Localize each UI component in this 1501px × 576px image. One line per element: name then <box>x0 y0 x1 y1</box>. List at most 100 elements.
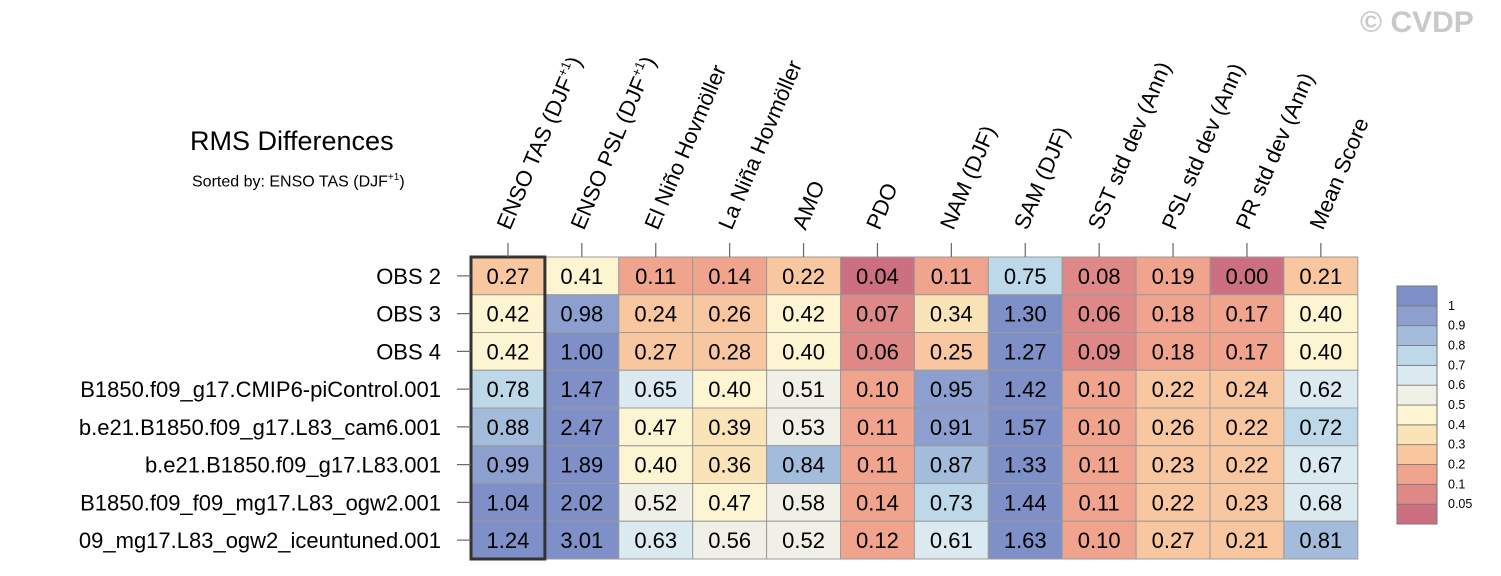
chart-title: RMS Differences <box>190 126 394 156</box>
cell-value-label: 0.18 <box>1152 302 1195 327</box>
cell-value-label: 0.63 <box>634 528 677 553</box>
row-label: OBS 4 <box>376 339 441 364</box>
heatmap-cell <box>544 483 620 522</box>
cell-value-label: 0.42 <box>487 339 530 364</box>
heatmap-cell <box>1283 520 1359 560</box>
cell-value-label: 0.42 <box>782 302 825 327</box>
cell-value-label: 0.81 <box>1299 528 1342 553</box>
heatmap-cell <box>1209 407 1285 447</box>
heatmap-cell <box>766 256 841 296</box>
cell-value-label: 0.56 <box>708 528 751 553</box>
heatmap-cell <box>1135 256 1211 296</box>
cell-value-label: 0.84 <box>782 453 825 478</box>
heatmap-cell <box>913 520 989 560</box>
cell-value-label: 0.53 <box>782 415 825 440</box>
chart-subtitle: Sorted by: ENSO TAS (DJF+1) <box>192 172 405 191</box>
heatmap-cell <box>618 520 694 560</box>
row-label: b.e21.B1850.f09_g17.L83_cam6.001 <box>79 415 441 440</box>
cell-value-label: 0.36 <box>708 453 751 478</box>
heatmap-cell <box>987 445 1063 484</box>
cell-value-label: 0.10 <box>1078 528 1121 553</box>
heatmap-cell <box>618 369 694 409</box>
heatmap-cell <box>1209 483 1285 522</box>
cell-value-label: 0.10 <box>856 377 899 402</box>
heatmap-cell <box>470 332 546 371</box>
row-label: b.e21.B1850.f09_g17.L83.001 <box>145 453 441 478</box>
heatmap-cell <box>1061 407 1137 447</box>
cell-value-label: 0.23 <box>1226 490 1269 515</box>
heatmap-cell <box>1209 520 1285 560</box>
cell-value-label: 0.27 <box>634 339 677 364</box>
cell-value-label: 2.47 <box>560 415 603 440</box>
column-label: La Niña Hovmöller <box>713 57 807 233</box>
cell-value-label: 0.28 <box>708 339 751 364</box>
colorbar-segment <box>1396 345 1438 366</box>
heatmap-cell <box>1061 520 1137 560</box>
heatmap-cell <box>1209 256 1285 296</box>
cell-value-label: 0.72 <box>1299 415 1342 440</box>
cell-value-label: 0.09 <box>1078 339 1121 364</box>
cell-value-label: 0.39 <box>708 415 751 440</box>
cell-value-label: 0.21 <box>1299 264 1342 289</box>
cell-value-label: 1.57 <box>1004 415 1047 440</box>
heatmap-cell <box>840 520 915 560</box>
colorbar-label: 0.3 <box>1448 438 1465 452</box>
heatmap-cell <box>766 407 841 447</box>
cell-value-label: 0.51 <box>782 377 825 402</box>
colorbar-label: 0.6 <box>1448 378 1465 392</box>
cell-value-label: 1.24 <box>487 528 530 553</box>
cell-value-label: 0.99 <box>487 453 530 478</box>
cell-value-label: 0.68 <box>1299 490 1342 515</box>
heatmap-cell <box>766 294 841 333</box>
cell-value-label: 0.06 <box>1078 302 1121 327</box>
column-label: SST std dev (Ann) <box>1083 58 1176 233</box>
cell-value-label: 0.27 <box>1152 528 1195 553</box>
cell-value-label: 1.89 <box>560 453 603 478</box>
heatmap-cell <box>1283 369 1359 409</box>
heatmap-cell <box>544 369 620 409</box>
heatmap-cell <box>692 332 768 371</box>
heatmap-cell <box>840 483 915 522</box>
heatmap-cell <box>840 445 915 484</box>
cell-value-label: 0.22 <box>782 264 825 289</box>
heatmap-cell <box>913 445 989 484</box>
heatmap-cell <box>470 445 546 484</box>
cell-value-label: 0.10 <box>1078 415 1121 440</box>
heatmap-cell <box>1283 445 1359 484</box>
heatmap-cell <box>1283 332 1359 371</box>
colorbar-segment <box>1396 364 1438 386</box>
heatmap-cell <box>1135 332 1211 371</box>
cell-value-label: 0.78 <box>487 377 530 402</box>
cell-value-label: 1.00 <box>560 339 603 364</box>
heatmap-cell <box>618 256 694 296</box>
row-label: 09_mg17.L83_ogw2_iceuntuned.001 <box>79 528 441 553</box>
subtitle-superscript: +1 <box>387 172 400 183</box>
colorbar-label: 0.2 <box>1448 458 1465 472</box>
colorbar-label: 0.8 <box>1448 339 1465 353</box>
row-label: B1850.f09_g17.CMIP6-piControl.001 <box>80 377 441 402</box>
column-label: PR std dev (Ann) <box>1231 69 1319 233</box>
cell-value-label: 0.73 <box>930 490 973 515</box>
cell-value-label: 1.63 <box>1004 528 1047 553</box>
cell-value-label: 0.47 <box>708 490 751 515</box>
cell-value-label: 0.17 <box>1226 302 1269 327</box>
heatmap-cell <box>1209 294 1285 333</box>
colorbar-label: 0.9 <box>1448 319 1465 333</box>
cell-value-label: 0.67 <box>1299 453 1342 478</box>
cell-value-label: 0.95 <box>930 377 973 402</box>
heatmap-cells: 0.27 0.41 0.11 0.14 0.22 0.04 0.11 0.75 0.08 0.19… <box>470 256 1359 560</box>
cell-value-label: 0.24 <box>1226 377 1269 402</box>
heatmap-cell <box>1061 294 1137 333</box>
colorbar-label: 1 <box>1448 299 1455 313</box>
colorbar-label: 0.1 <box>1448 477 1465 491</box>
row-label: B1850.f09_f09_mg17.L83_ogw2.001 <box>80 490 441 515</box>
cell-value-label: 0.25 <box>930 339 973 364</box>
column-label: PDO <box>861 179 903 233</box>
colorbar-segment <box>1396 404 1438 426</box>
colorbar-frame <box>1396 285 1438 525</box>
colorbar-segment <box>1396 305 1438 327</box>
colorbar: 0.05 0.1 0.2 0.3 0.4 0.5 0.6 0.7 0.8 0.9 1 <box>1396 285 1472 525</box>
colorbar-segment <box>1396 325 1438 346</box>
heatmap-cell <box>1135 520 1211 560</box>
cell-value-label: 0.40 <box>1299 302 1342 327</box>
